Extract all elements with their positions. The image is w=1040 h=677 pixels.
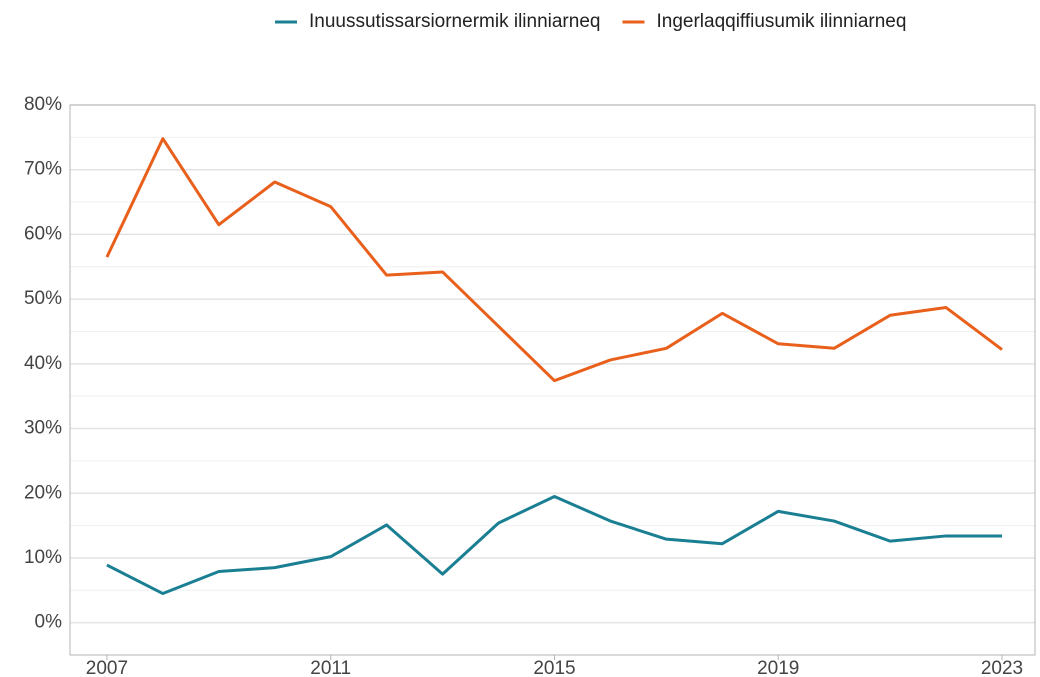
y-tick-label: 10% bbox=[24, 547, 62, 568]
legend-label: Ingerlaqqiffiusumik ilinniarneq bbox=[656, 11, 906, 32]
x-tick-label: 2011 bbox=[310, 658, 351, 677]
x-tick-label: 2015 bbox=[533, 658, 575, 677]
y-tick-label: 70% bbox=[24, 159, 62, 180]
legend-label: Inuussutissarsiornermik ilinniarneq bbox=[309, 11, 600, 32]
x-tick-label: 2019 bbox=[757, 658, 799, 677]
y-tick-label: 40% bbox=[24, 353, 62, 374]
y-tick-label: 0% bbox=[35, 612, 63, 633]
line-series bbox=[105, 137, 1003, 383]
y-tick-label: 60% bbox=[24, 223, 62, 244]
x-tick-label: 2007 bbox=[86, 658, 128, 677]
line-series bbox=[106, 494, 1002, 596]
legend: Inuussutissarsiornermik ilinniarneq Inger… bbox=[275, 11, 906, 32]
plot-border bbox=[69, 104, 1036, 656]
y-tick-label: 80% bbox=[24, 94, 62, 115]
y-tick-label: 50% bbox=[24, 288, 62, 309]
y-tick-label: 30% bbox=[24, 418, 62, 439]
y-tick-label: 20% bbox=[24, 482, 62, 503]
x-tick-label: 2023 bbox=[981, 658, 1023, 677]
